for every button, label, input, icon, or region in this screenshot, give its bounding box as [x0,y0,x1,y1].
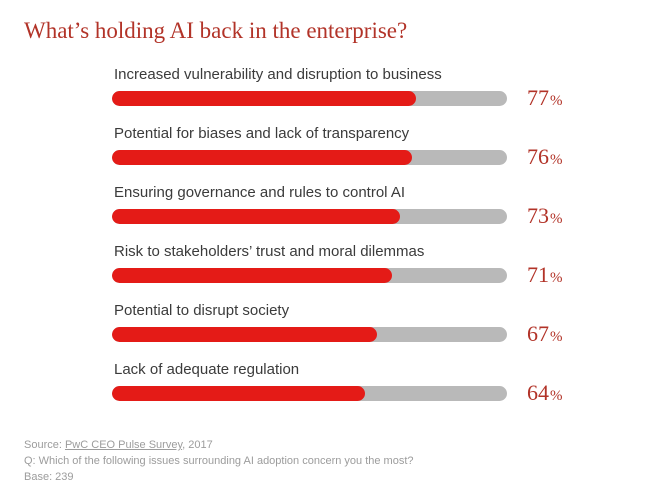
bar-track [112,268,507,283]
bar-fill [112,268,392,283]
bar-fill [112,327,377,342]
bar-line: 67% [112,323,633,345]
bar-value: 64% [527,382,563,404]
source-prefix: Source: [24,439,65,451]
infographic-page: What’s holding AI back in the enterprise… [0,0,669,500]
source-suffix: , 2017 [182,439,213,451]
bar-label: Lack of adequate regulation [114,361,633,378]
bar-fill [112,91,416,106]
bar-row: Risk to stakeholders’ trust and moral di… [112,243,633,286]
bar-label: Risk to stakeholders’ trust and moral di… [114,243,633,260]
bar-line: 64% [112,382,633,404]
bar-row: Potential for biases and lack of transpa… [112,125,633,168]
footer-source: Source: PwC CEO Pulse Survey, 2017 [24,438,414,454]
bar-fill [112,209,400,224]
bar-row: Lack of adequate regulation 64% [112,361,633,404]
bar-label: Potential to disrupt society [114,302,633,319]
bar-track [112,209,507,224]
bar-line: 77% [112,87,633,109]
bar-line: 76% [112,146,633,168]
bar-row: Increased vulnerability and disruption t… [112,66,633,109]
bar-track [112,327,507,342]
bar-chart: Increased vulnerability and disruption t… [112,66,633,404]
bar-value: 77% [527,87,563,109]
bar-line: 73% [112,205,633,227]
footer-base: Base: 239 [24,470,414,486]
bar-track [112,150,507,165]
bar-fill [112,386,365,401]
bar-row: Ensuring governance and rules to control… [112,184,633,227]
page-title: What’s holding AI back in the enterprise… [24,18,645,44]
bar-line: 71% [112,264,633,286]
bar-fill [112,150,412,165]
bar-value: 71% [527,264,563,286]
bar-row: Potential to disrupt society 67% [112,302,633,345]
bar-value: 76% [527,146,563,168]
bar-track [112,91,507,106]
bar-label: Ensuring governance and rules to control… [114,184,633,201]
bar-value: 67% [527,323,563,345]
footer-question: Q: Which of the following issues surroun… [24,454,414,470]
bar-label: Increased vulnerability and disruption t… [114,66,633,83]
footer: Source: PwC CEO Pulse Survey, 2017 Q: Wh… [24,438,414,486]
bar-track [112,386,507,401]
bar-value: 73% [527,205,563,227]
bar-label: Potential for biases and lack of transpa… [114,125,633,142]
source-link: PwC CEO Pulse Survey [65,439,182,451]
